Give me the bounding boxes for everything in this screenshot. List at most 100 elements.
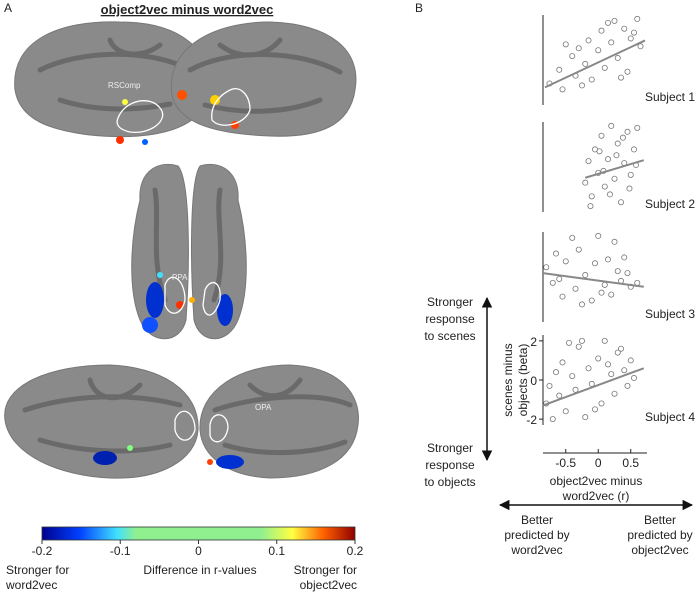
panel-label: A [4, 1, 12, 15]
point [562, 258, 569, 265]
x-tick-label: 0.5 [622, 456, 639, 470]
point [562, 408, 569, 415]
point [585, 158, 592, 165]
activation-blobs [93, 90, 244, 469]
point [579, 337, 586, 344]
point [598, 132, 605, 139]
point [608, 371, 615, 378]
point [569, 234, 576, 241]
point [585, 365, 592, 372]
y-tick-label: -2 [526, 413, 537, 427]
line: word2vec (r) [562, 489, 630, 503]
panel-label: B [415, 1, 423, 15]
line: to scenes [424, 329, 475, 343]
point [559, 86, 566, 93]
point [611, 238, 618, 245]
point [592, 406, 599, 413]
point [543, 264, 550, 271]
point [634, 15, 641, 22]
line: Stronger for [294, 563, 357, 577]
line: to objects [424, 475, 475, 489]
line: objects (beta) [516, 344, 530, 417]
point [582, 272, 589, 279]
point [608, 122, 615, 129]
point [614, 268, 621, 275]
point [631, 146, 638, 153]
x-tick-label: -0.5 [555, 456, 576, 470]
line: Stronger for [6, 563, 69, 577]
line: predicted by [504, 528, 569, 542]
point [549, 279, 556, 286]
line: Stronger [427, 441, 473, 455]
point [546, 382, 553, 389]
colorbar [41, 526, 356, 541]
y-tick-label: 2 [530, 335, 537, 349]
x-axis-label: object2vec minus word2vec (r) [550, 474, 643, 503]
point [575, 45, 582, 52]
point [562, 41, 569, 48]
trend-line [542, 367, 645, 407]
point [596, 148, 603, 155]
trend-line [584, 159, 645, 179]
line: response [425, 458, 475, 472]
point [595, 47, 602, 54]
point [582, 414, 589, 421]
line: scenes minus [501, 343, 515, 416]
point [575, 343, 582, 350]
point [579, 82, 586, 89]
point [624, 128, 631, 135]
line: response [425, 312, 475, 326]
point [556, 66, 563, 73]
subject-label: Subject 3 [645, 307, 695, 321]
line: Better [521, 513, 553, 527]
point [634, 124, 641, 131]
point [637, 43, 644, 50]
line: object2vec [631, 543, 688, 557]
point [601, 183, 608, 190]
point [621, 367, 628, 374]
line: predicted by [627, 528, 692, 542]
y-tick-label: 0 [530, 374, 537, 388]
point [624, 270, 631, 277]
point [618, 199, 625, 206]
roi-outlines [116, 88, 251, 443]
line: word2vec [510, 543, 562, 557]
point [588, 76, 595, 83]
point [611, 175, 618, 182]
point [549, 416, 556, 423]
point [631, 29, 638, 36]
point [611, 17, 618, 24]
point [556, 392, 563, 399]
point [624, 68, 631, 75]
point [613, 152, 620, 159]
point [595, 232, 602, 239]
point [572, 386, 579, 393]
point [569, 373, 576, 380]
point [608, 291, 615, 298]
point [627, 357, 634, 364]
point [566, 339, 573, 346]
line: Better [644, 513, 676, 527]
point [627, 171, 634, 178]
point [608, 39, 615, 46]
tick-label: 0.2 [347, 544, 364, 558]
point [601, 64, 608, 71]
point [598, 289, 605, 296]
point [598, 27, 605, 34]
point [627, 35, 634, 42]
line: object2vec [300, 578, 357, 592]
point [605, 361, 612, 368]
point [556, 275, 563, 282]
point [618, 345, 625, 352]
subject-label: Subject 4 [645, 410, 695, 424]
point [588, 297, 595, 304]
line: object2vec minus [550, 474, 643, 488]
trend-line [542, 272, 644, 288]
point [601, 281, 608, 288]
point [598, 400, 605, 407]
colorbar-label: Difference in r-values [143, 563, 256, 577]
point [605, 19, 612, 26]
line: word2vec [5, 578, 57, 592]
roi-label: RSComp [108, 81, 141, 90]
